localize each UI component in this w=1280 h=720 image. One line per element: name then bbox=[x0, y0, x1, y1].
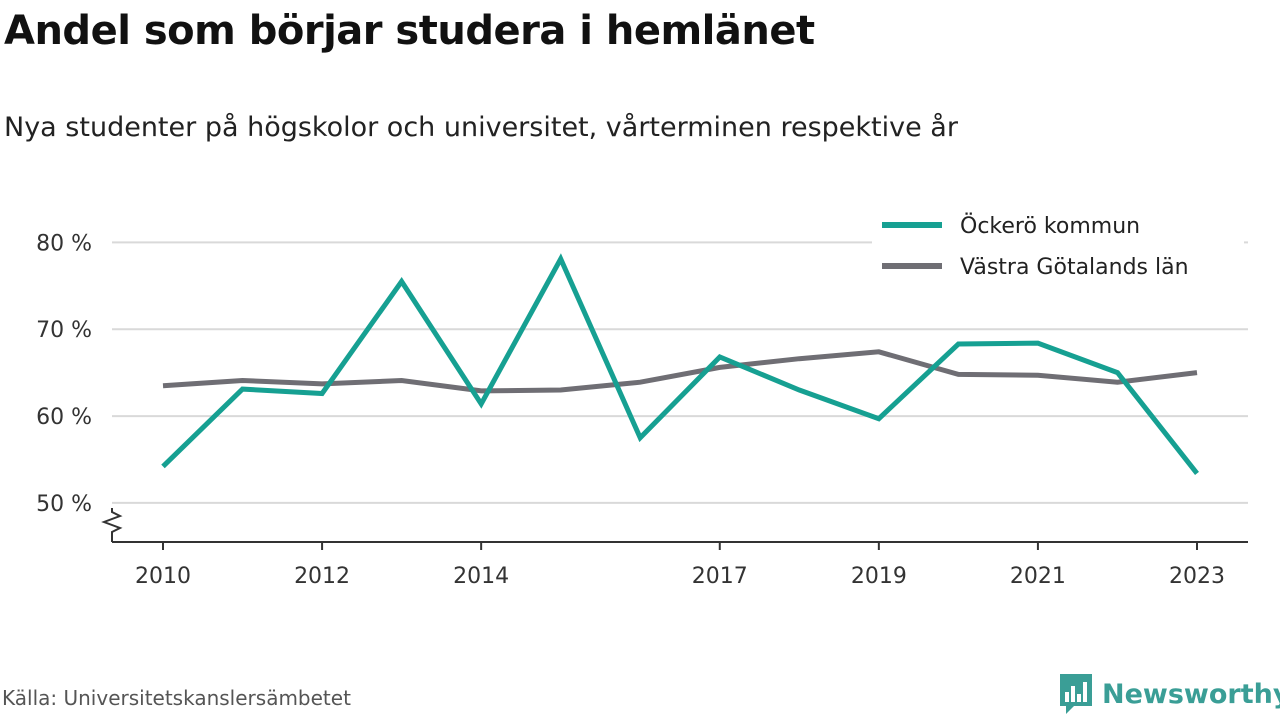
newsworthy-logo-icon bbox=[1060, 674, 1092, 714]
series-lines bbox=[161, 253, 1199, 475]
chart-title: Andel som börjar studera i hemlänet bbox=[4, 8, 815, 54]
chart-subtitle: Nya studenter på högskolor och universit… bbox=[4, 112, 958, 143]
x-tick-label: 2023 bbox=[1169, 564, 1225, 589]
x-tick-label: 2012 bbox=[294, 564, 350, 589]
legend-label: Öckerö kommun bbox=[960, 213, 1140, 239]
x-tick-label: 2010 bbox=[135, 564, 191, 589]
y-tick-label: 50 % bbox=[36, 492, 92, 517]
series-line-1 bbox=[162, 349, 1198, 394]
y-tick-label: 80 % bbox=[36, 231, 92, 256]
brand-name: Newsworthy bbox=[1102, 678, 1280, 710]
legend: Öckerö kommun Västra Götalands län bbox=[872, 200, 1244, 292]
x-tick-label: 2021 bbox=[1010, 564, 1066, 589]
line-chart: 50 % 60 % 70 % 80 % 2010 2012 2014 2017 2019 2021… bbox=[36, 200, 1248, 589]
y-axis-break-marker bbox=[101, 508, 123, 542]
legend-background bbox=[872, 200, 1244, 292]
axes: 50 % 60 % 70 % 80 % 2010 2012 2014 2017 2019 2021… bbox=[36, 231, 1248, 589]
y-tick-label: 60 % bbox=[36, 405, 92, 430]
brand-logo: Newsworthy bbox=[1058, 672, 1280, 716]
legend-label: Västra Götalands län bbox=[960, 255, 1189, 280]
x-tick-label: 2019 bbox=[851, 564, 907, 589]
x-tick-label: 2017 bbox=[692, 564, 748, 589]
y-tick-label: 70 % bbox=[36, 318, 92, 343]
x-tick-label: 2014 bbox=[453, 564, 509, 589]
source-note: Källa: Universitetskanslersämbetet bbox=[2, 686, 351, 710]
series-line-0 bbox=[161, 253, 1199, 475]
